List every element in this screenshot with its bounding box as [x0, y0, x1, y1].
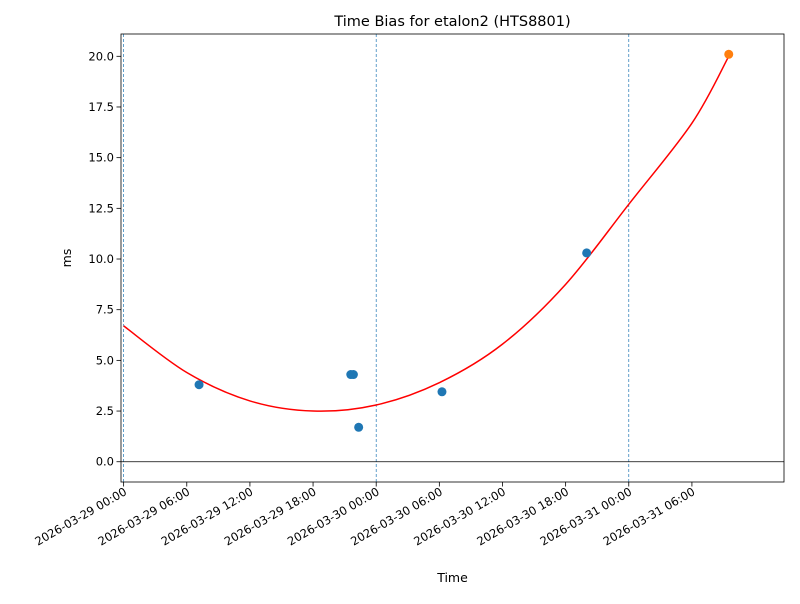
data-point-s0-4	[437, 387, 447, 397]
chart-title: Time Bias for etalon2 (HTS8801)	[333, 14, 570, 30]
y-axis-ticks: 0.0 2.5 5.0 7.5 10.0 12.5 15.0 17.5 20.0	[88, 49, 121, 469]
data-points-layer	[194, 49, 734, 432]
y-tick-label-3: 7.5	[96, 303, 114, 317]
y-tick-label-4: 10.0	[88, 252, 114, 266]
data-point-s1-0	[724, 49, 734, 59]
y-tick-label-5: 12.5	[88, 201, 114, 215]
y-tick-label-7: 17.5	[88, 100, 114, 114]
y-axis-label: ms	[59, 249, 74, 268]
reference-lines	[121, 34, 784, 482]
fit-curve-line	[123, 55, 730, 412]
y-tick-label-2: 5.0	[96, 353, 114, 367]
fit-curve-layer	[123, 55, 730, 412]
axes-frame	[120, 33, 785, 483]
y-tick-label-6: 15.0	[88, 151, 114, 165]
data-point-s0-3	[354, 422, 364, 432]
y-tick-label-8: 20.0	[88, 49, 114, 63]
y-tick-label-0: 0.0	[96, 455, 114, 469]
data-point-s0-2	[348, 370, 358, 380]
x-axis-label: Time	[436, 570, 468, 585]
data-point-s0-0	[194, 380, 204, 390]
data-point-s0-5	[582, 248, 592, 258]
y-tick-label-1: 2.5	[96, 404, 114, 418]
